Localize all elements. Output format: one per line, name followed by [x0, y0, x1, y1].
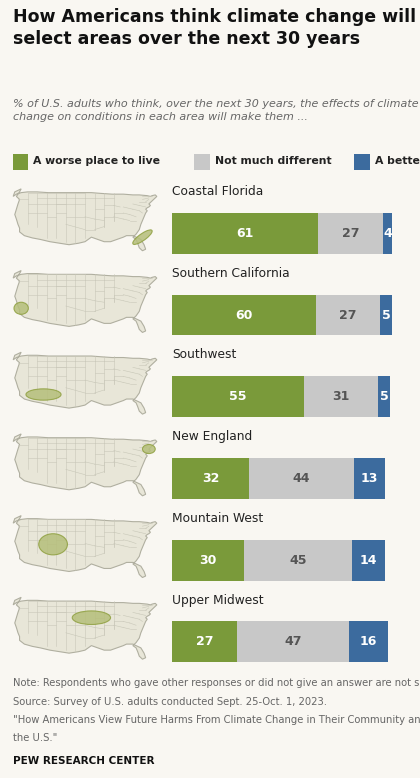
Bar: [383, 213, 392, 254]
Bar: [172, 295, 316, 335]
Text: 4: 4: [383, 227, 392, 240]
Ellipse shape: [142, 444, 155, 454]
Ellipse shape: [133, 230, 152, 244]
Text: 13: 13: [361, 472, 378, 485]
Text: % of U.S. adults who think, over the next 30 years, the effects of climate
chang: % of U.S. adults who think, over the nex…: [13, 99, 418, 121]
Bar: [244, 540, 352, 580]
Bar: [172, 377, 304, 417]
Bar: [249, 458, 354, 499]
Text: 30: 30: [200, 554, 217, 566]
Polygon shape: [13, 189, 157, 251]
Ellipse shape: [39, 534, 68, 555]
Text: Coastal Florida: Coastal Florida: [172, 185, 263, 198]
Bar: [172, 622, 237, 662]
Bar: [316, 295, 381, 335]
Text: Source: Survey of U.S. adults conducted Sept. 25-Oct. 1, 2023.: Source: Survey of U.S. adults conducted …: [13, 697, 327, 706]
Bar: [349, 622, 388, 662]
Bar: [172, 540, 244, 580]
FancyBboxPatch shape: [13, 154, 29, 170]
Text: 27: 27: [196, 636, 213, 648]
Polygon shape: [13, 352, 157, 414]
Bar: [318, 213, 383, 254]
Bar: [304, 377, 378, 417]
Ellipse shape: [14, 303, 29, 314]
Text: 32: 32: [202, 472, 219, 485]
Text: 55: 55: [229, 391, 247, 403]
Text: New England: New England: [172, 430, 252, 443]
Text: Southern California: Southern California: [172, 267, 290, 280]
Text: 44: 44: [293, 472, 310, 485]
Polygon shape: [13, 434, 157, 496]
Text: A better place to live: A better place to live: [375, 156, 420, 166]
Text: Note: Respondents who gave other responses or did not give an answer are not sho: Note: Respondents who gave other respons…: [13, 678, 420, 689]
Bar: [172, 213, 318, 254]
Text: Southwest: Southwest: [172, 349, 236, 362]
Bar: [354, 458, 385, 499]
Text: 47: 47: [284, 636, 302, 648]
Text: How Americans think climate change will impact
select areas over the next 30 yea: How Americans think climate change will …: [13, 8, 420, 48]
Text: A worse place to live: A worse place to live: [33, 156, 160, 166]
Text: 31: 31: [332, 391, 350, 403]
Text: 14: 14: [360, 554, 377, 566]
Bar: [172, 458, 249, 499]
Text: 27: 27: [339, 309, 357, 321]
FancyBboxPatch shape: [354, 154, 370, 170]
Text: 5: 5: [380, 391, 388, 403]
Bar: [237, 622, 349, 662]
Ellipse shape: [72, 611, 110, 625]
Polygon shape: [13, 271, 157, 332]
Text: 60: 60: [235, 309, 253, 321]
Polygon shape: [13, 598, 157, 659]
Text: 61: 61: [236, 227, 254, 240]
Text: PEW RESEARCH CENTER: PEW RESEARCH CENTER: [13, 755, 154, 766]
Text: Mountain West: Mountain West: [172, 512, 263, 525]
Bar: [381, 295, 392, 335]
Polygon shape: [13, 516, 157, 577]
Text: 16: 16: [360, 636, 377, 648]
Text: 27: 27: [342, 227, 359, 240]
Text: Upper Midwest: Upper Midwest: [172, 594, 264, 607]
Text: "How Americans View Future Harms From Climate Change in Their Community and Arou: "How Americans View Future Harms From Cl…: [13, 715, 420, 725]
Bar: [378, 377, 390, 417]
Text: Not much different: Not much different: [215, 156, 331, 166]
Text: 5: 5: [382, 309, 391, 321]
FancyBboxPatch shape: [194, 154, 210, 170]
Text: the U.S.": the U.S.": [13, 734, 57, 744]
Text: 45: 45: [289, 554, 307, 566]
Bar: [352, 540, 385, 580]
Ellipse shape: [26, 389, 61, 400]
